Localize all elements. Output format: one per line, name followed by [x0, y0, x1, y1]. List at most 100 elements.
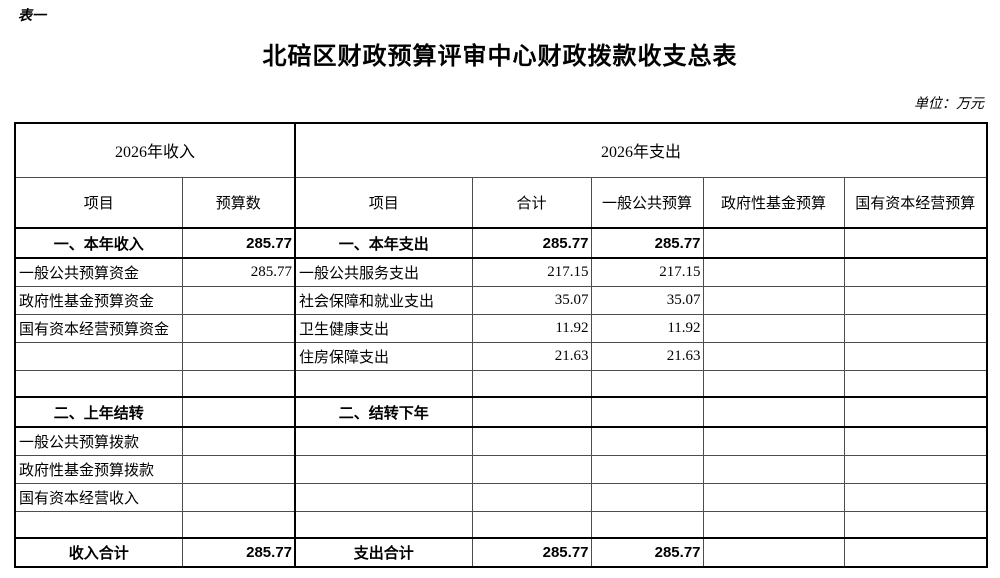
- table-cell: 11.92: [471, 313, 592, 343]
- table-row: 住房保障支出 21.63 21.63: [14, 341, 988, 371]
- budget-summary-table: 2026年收入 2026年支出 项目 预算数 项目 合计 一般公共预算 政府性基…: [14, 122, 989, 568]
- table-cell: [294, 454, 473, 484]
- table-cell: 国有资本经营收入: [14, 482, 183, 512]
- table-cell: 收入合计: [14, 537, 183, 568]
- table-cell: [590, 426, 704, 456]
- table-cell: [181, 482, 296, 512]
- table-cell: [702, 510, 845, 539]
- table-cell: 一般公共预算拨款: [14, 426, 183, 456]
- table-cell: [702, 257, 845, 287]
- table-cell: 国有资本经营预算资金: [14, 313, 183, 343]
- table-cell: 11.92: [590, 313, 704, 343]
- table-cell: [294, 482, 473, 512]
- table-cell: 285.77: [590, 537, 704, 568]
- table-cell: 支出合计: [294, 537, 473, 568]
- table-header: 2026年收入 2026年支出 项目 预算数 项目 合计 一般公共预算 政府性基…: [14, 122, 988, 229]
- table-cell: [471, 426, 592, 456]
- table-cell: [702, 482, 845, 512]
- table-cell: 35.07: [590, 285, 704, 315]
- table-cell: [843, 510, 988, 539]
- table-cell: 一、本年支出: [294, 227, 473, 259]
- table-cell: [14, 510, 183, 539]
- table-cell: 住房保障支出: [294, 341, 473, 371]
- table-cell: [471, 482, 592, 512]
- table-cell: 217.15: [471, 257, 592, 287]
- table-cell: [843, 257, 988, 287]
- table-row: [14, 510, 988, 539]
- table-cell: [294, 369, 473, 398]
- column-header-row: 项目 预算数 项目 合计 一般公共预算 政府性基金预算 国有资本经营预算: [14, 176, 988, 229]
- table-cell: [590, 482, 704, 512]
- table-cell: [294, 426, 473, 456]
- table-cell: 285.77: [590, 227, 704, 259]
- table-row: 国有资本经营预算资金 卫生健康支出 11.92 11.92: [14, 313, 988, 343]
- table-cell: [702, 369, 845, 398]
- table-cell: [181, 313, 296, 343]
- table-cell: [843, 454, 988, 484]
- table-cell: [843, 537, 988, 568]
- table-cell: [181, 369, 296, 398]
- col-header-budget-amount: 预算数: [181, 176, 296, 229]
- table-row: 一、本年收入 285.77 一、本年支出 285.77 285.77: [14, 227, 988, 259]
- table-row: 政府性基金预算拨款: [14, 454, 988, 484]
- table-cell: [590, 396, 704, 428]
- expense-group-header: 2026年支出: [294, 122, 988, 178]
- table-cell: 285.77: [181, 257, 296, 287]
- corner-label: 表一: [18, 9, 46, 24]
- col-header-general-public-budget: 一般公共预算: [590, 176, 704, 229]
- table-cell: [702, 396, 845, 428]
- group-header-row: 2026年收入 2026年支出: [14, 122, 988, 178]
- table-cell: 一般公共服务支出: [294, 257, 473, 287]
- table-cell: 政府性基金预算拨款: [14, 454, 183, 484]
- table-cell: 285.77: [471, 537, 592, 568]
- table-cell: [843, 285, 988, 315]
- table-row: 一般公共预算拨款: [14, 426, 988, 456]
- table-row: [14, 369, 988, 398]
- table-cell: [843, 341, 988, 371]
- income-group-header: 2026年收入: [14, 122, 296, 178]
- table-cell: [294, 510, 473, 539]
- table-cell: 政府性基金预算资金: [14, 285, 183, 315]
- table-cell: [843, 313, 988, 343]
- table-cell: [843, 426, 988, 456]
- col-header-total: 合计: [471, 176, 592, 229]
- table-cell: [843, 482, 988, 512]
- table-cell: [702, 227, 845, 259]
- table-row: 收入合计 285.77 支出合计 285.77 285.77: [14, 537, 988, 568]
- col-header-government-fund-budget: 政府性基金预算: [702, 176, 845, 229]
- table-cell: [181, 426, 296, 456]
- table-cell: [181, 341, 296, 371]
- table-cell: [843, 396, 988, 428]
- col-header-expense-item: 项目: [294, 176, 473, 229]
- table-row: 国有资本经营收入: [14, 482, 988, 512]
- table-cell: 二、上年结转: [14, 396, 183, 428]
- table-cell: 21.63: [471, 341, 592, 371]
- table-cell: [14, 369, 183, 398]
- table-body: 一、本年收入 285.77 一、本年支出 285.77 285.77 一般公共预算资金 28…: [14, 227, 988, 568]
- table-cell: 一、本年收入: [14, 227, 183, 259]
- table-cell: [590, 454, 704, 484]
- table-cell: 社会保障和就业支出: [294, 285, 473, 315]
- unit-note: 单位：万元: [914, 97, 984, 112]
- table-row: 二、上年结转 二、结转下年: [14, 396, 988, 428]
- table-cell: [181, 454, 296, 484]
- table-cell: [702, 313, 845, 343]
- table-cell: 217.15: [590, 257, 704, 287]
- table-cell: [471, 369, 592, 398]
- table-cell: [843, 369, 988, 398]
- table-cell: [471, 510, 592, 539]
- table-cell: 21.63: [590, 341, 704, 371]
- table-cell: 285.77: [181, 537, 296, 568]
- table-cell: [702, 341, 845, 371]
- col-header-income-item: 项目: [14, 176, 183, 229]
- table-cell: [702, 426, 845, 456]
- table-cell: 卫生健康支出: [294, 313, 473, 343]
- table-cell: [590, 369, 704, 398]
- table-cell: 二、结转下年: [294, 396, 473, 428]
- table-cell: 一般公共预算资金: [14, 257, 183, 287]
- table-cell: 285.77: [181, 227, 296, 259]
- table-cell: [702, 537, 845, 568]
- table-cell: [181, 510, 296, 539]
- table-cell: [181, 396, 296, 428]
- table-cell: [14, 341, 183, 371]
